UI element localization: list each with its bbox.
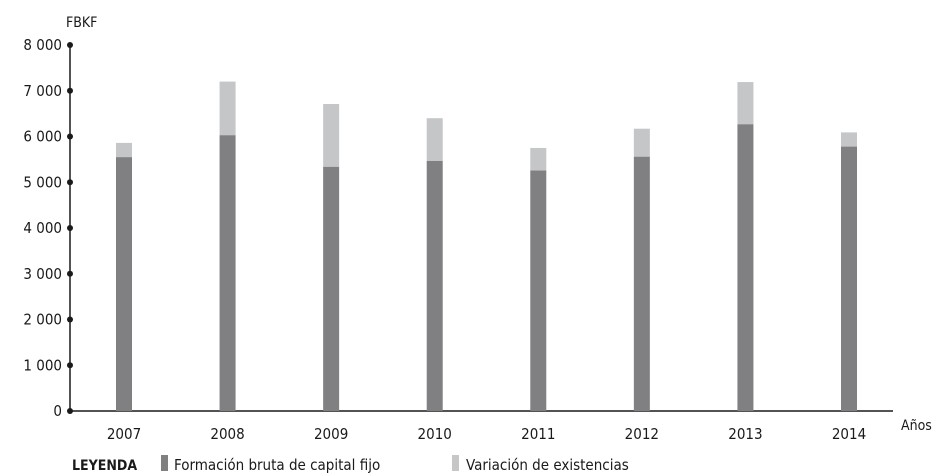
y-tick-label: 1 000 bbox=[23, 356, 62, 374]
y-tick-label: 0 bbox=[53, 402, 62, 420]
y-tick-dot bbox=[67, 362, 73, 369]
x-tick-label: 2013 bbox=[728, 425, 762, 443]
y-tick-dot bbox=[67, 133, 73, 140]
x-tick-label: 2007 bbox=[107, 425, 141, 443]
legend-label-formacion-bruta: Formación bruta de capital fijo bbox=[174, 456, 380, 474]
bar-variacion-existencias bbox=[116, 142, 132, 158]
bar-formacion-bruta bbox=[219, 135, 236, 411]
y-tick-dot bbox=[67, 316, 73, 323]
legend-swatch-variacion-existencias bbox=[452, 455, 459, 471]
bar-variacion-existencias bbox=[219, 81, 236, 136]
bar-formacion-bruta bbox=[116, 157, 132, 411]
bar-formacion-bruta bbox=[426, 160, 443, 411]
bar-formacion-bruta bbox=[841, 146, 857, 411]
y-tick-label: 4 000 bbox=[23, 219, 62, 237]
bar-variacion-existencias bbox=[323, 104, 340, 167]
x-tick-label: 2011 bbox=[521, 425, 555, 443]
y-tick-dot bbox=[67, 87, 73, 94]
bar-variacion-existencias bbox=[426, 118, 443, 161]
x-axis-title: Años bbox=[901, 418, 932, 434]
y-tick-dot bbox=[67, 270, 73, 277]
y-tick-dot bbox=[67, 408, 73, 414]
bar-variacion-existencias bbox=[737, 82, 754, 125]
y-axis-title: FBKF bbox=[66, 15, 97, 31]
x-tick-label: 2009 bbox=[314, 425, 348, 443]
legend-title: LEYENDA bbox=[72, 458, 137, 474]
x-tick-label: 2008 bbox=[210, 425, 244, 443]
x-ticks: 2007 2008 2009 2010 2011 2012 2013 2014 bbox=[107, 425, 866, 443]
axes: FBKF Años bbox=[66, 15, 932, 434]
y-tick-dot bbox=[67, 225, 73, 231]
y-tick-label: 3 000 bbox=[23, 265, 62, 283]
bar-formacion-bruta bbox=[323, 166, 340, 411]
y-tick-label: 6 000 bbox=[23, 128, 62, 146]
y-tick-dot bbox=[67, 42, 73, 48]
y-tick-label: 5 000 bbox=[23, 173, 62, 191]
bar-variacion-existencias bbox=[530, 147, 547, 171]
legend-label-variacion-existencias: Variación de existencias bbox=[466, 456, 629, 474]
y-tick-dot bbox=[67, 179, 73, 186]
x-tick-label: 2010 bbox=[418, 425, 452, 443]
bar-formacion-bruta bbox=[737, 124, 754, 412]
bar-variacion-existencias bbox=[633, 128, 650, 157]
x-tick-label: 2014 bbox=[832, 425, 866, 443]
y-tick-label: 7 000 bbox=[23, 82, 62, 100]
y-tick-label: 8 000 bbox=[23, 36, 62, 54]
legend-swatch-formacion-bruta bbox=[161, 455, 168, 471]
bar-variacion-existencias bbox=[841, 132, 857, 147]
bar-formacion-bruta bbox=[633, 156, 650, 411]
bar-formacion-bruta bbox=[530, 170, 547, 411]
y-ticks: 0 1 000 2 000 3 000 4 000 5 000 6 000 7 000 8 00… bbox=[23, 36, 73, 420]
bars bbox=[116, 81, 857, 412]
legend: LEYENDA Formación bruta de capital fijo … bbox=[72, 455, 629, 474]
x-tick-label: 2012 bbox=[625, 425, 659, 443]
y-tick-label: 2 000 bbox=[23, 311, 62, 329]
